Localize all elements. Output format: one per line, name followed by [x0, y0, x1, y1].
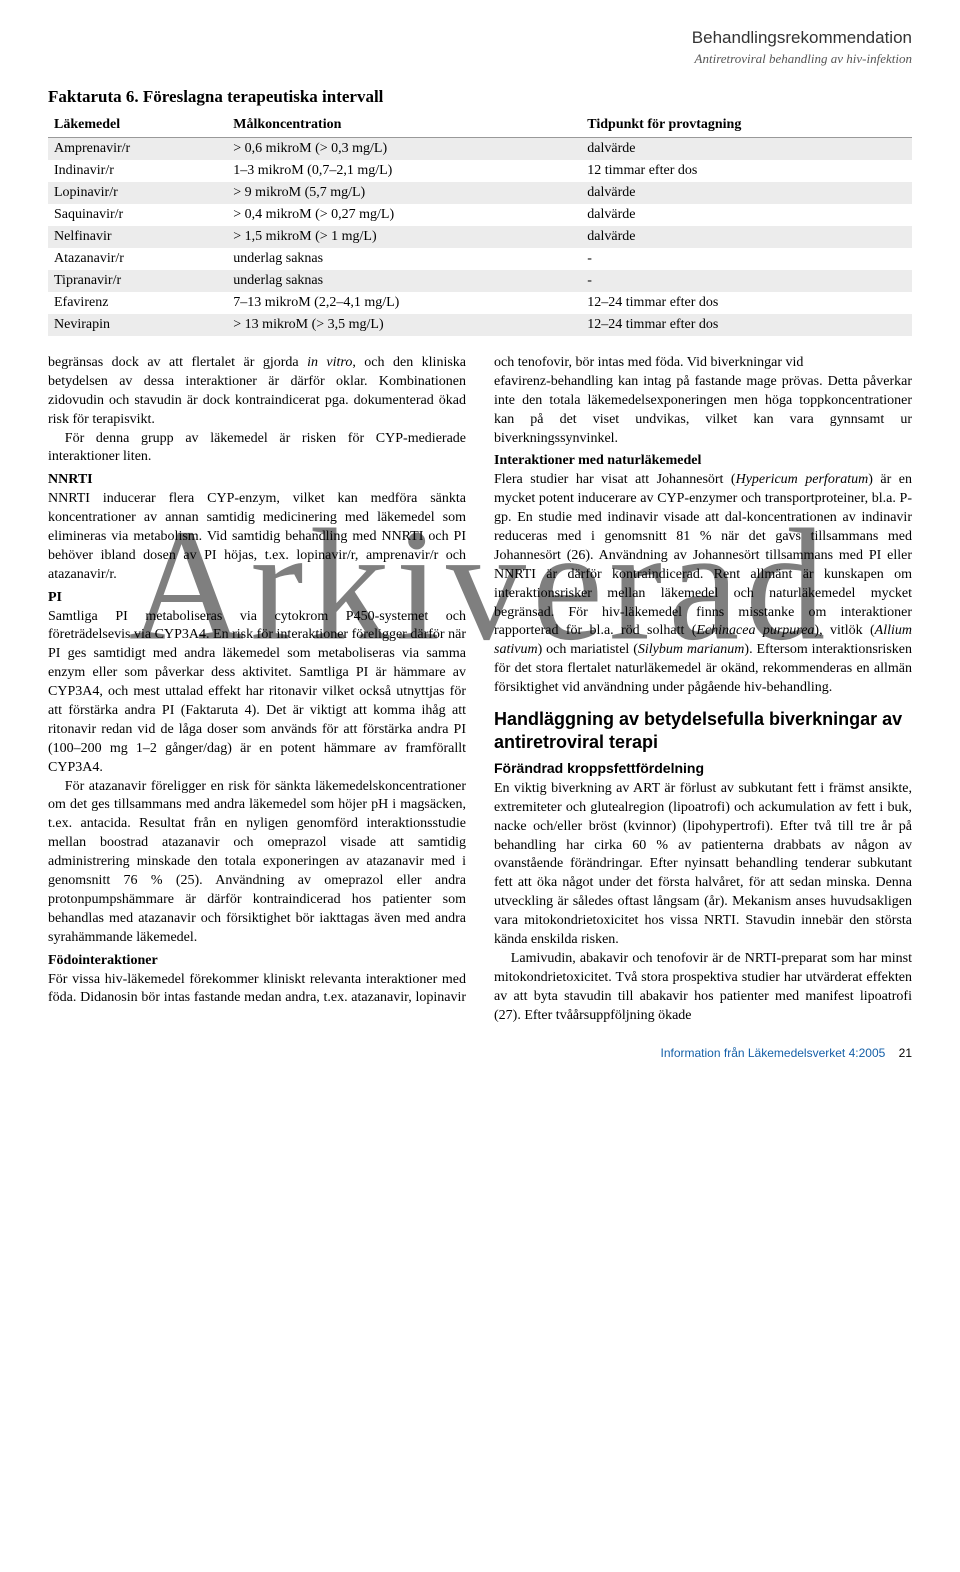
table-row: Saquinavir/r > 0,4 mikroM (> 0,27 mg/L) …: [48, 204, 912, 226]
cell: underlag saknas: [227, 248, 581, 270]
page-header: Behandlingsrekommendation Antiretroviral…: [48, 28, 912, 67]
cell: > 0,6 mikroM (> 0,3 mg/L): [227, 138, 581, 161]
cell: Nevirapin: [48, 314, 227, 336]
cell: > 0,4 mikroM (> 0,27 mg/L): [227, 204, 581, 226]
th-lakemedel: Läkemedel: [48, 113, 227, 138]
subheading-natur: Interaktioner med naturläkemedel: [494, 452, 912, 471]
paragraph: Samtliga PI metaboliseras via cytokrom P…: [48, 608, 466, 778]
text-italic: Silybum marianum: [638, 642, 745, 657]
table-row: Atazanavir/r underlag saknas -: [48, 248, 912, 270]
cell: > 9 mikroM (5,7 mg/L): [227, 182, 581, 204]
table-row: Efavirenz 7–13 mikroM (2,2–4,1 mg/L) 12–…: [48, 292, 912, 314]
section-heading: Handläggning av betydelsefulla biverknin…: [494, 708, 912, 753]
cell: Tipranavir/r: [48, 270, 227, 292]
th-malkoncentration: Målkoncentration: [227, 113, 581, 138]
cell: Nelfinavir: [48, 226, 227, 248]
page-footer: Information från Läkemedelsverket 4:2005…: [48, 1046, 912, 1060]
table-row: Amprenavir/r > 0,6 mikroM (> 0,3 mg/L) d…: [48, 138, 912, 161]
cell: Indinavir/r: [48, 160, 227, 182]
paragraph: Flera studier har visat att Johannesört …: [494, 471, 912, 698]
cell: dalvärde: [581, 182, 912, 204]
cell: Efavirenz: [48, 292, 227, 314]
cell: dalvärde: [581, 138, 912, 161]
factbox-title: Faktaruta 6. Föreslagna terapeutiska int…: [48, 87, 912, 107]
cell: 12–24 timmar efter dos: [581, 292, 912, 314]
paragraph: begränsas dock av att flertalet är gjord…: [48, 354, 466, 430]
text: begränsas dock av att flertalet är gjord…: [48, 355, 307, 370]
text: Flera studier har visat att Johannesört …: [494, 472, 736, 487]
table-row: Lopinavir/r > 9 mikroM (5,7 mg/L) dalvär…: [48, 182, 912, 204]
text: ), vitlök (: [814, 623, 874, 638]
fact-table: Läkemedel Målkoncentration Tidpunkt för …: [48, 113, 912, 336]
text-italic: in vitro: [307, 355, 352, 370]
cell: -: [581, 270, 912, 292]
cell: > 1,5 mikroM (> 1 mg/L): [227, 226, 581, 248]
cell: Atazanavir/r: [48, 248, 227, 270]
page-container: Behandlingsrekommendation Antiretroviral…: [0, 0, 960, 1084]
paragraph: efavirenz-behandling kan intag på fastan…: [494, 373, 912, 449]
cell: dalvärde: [581, 204, 912, 226]
subheading-food: Födointeraktioner: [48, 952, 466, 971]
cell: underlag saknas: [227, 270, 581, 292]
subheading-nnrti: NNRTI: [48, 471, 466, 490]
table-row: Indinavir/r 1–3 mikroM (0,7–2,1 mg/L) 12…: [48, 160, 912, 182]
cell: > 13 mikroM (> 3,5 mg/L): [227, 314, 581, 336]
cell: Amprenavir/r: [48, 138, 227, 161]
subheading-forandr: Förändrad kroppsfettfördelning: [494, 759, 912, 778]
body-columns: begränsas dock av att flertalet är gjord…: [48, 354, 912, 1026]
paragraph: För denna grupp av läkemedel är risken f…: [48, 430, 466, 468]
table-row: Tipranavir/r underlag saknas -: [48, 270, 912, 292]
paragraph: Lamivudin, abakavir och tenofovir är de …: [494, 950, 912, 1026]
th-tidpunkt: Tidpunkt för provtagning: [581, 113, 912, 138]
cell: dalvärde: [581, 226, 912, 248]
paragraph: En viktig biverkning av ART är förlust a…: [494, 780, 912, 950]
cell: 12–24 timmar efter dos: [581, 314, 912, 336]
cell: Lopinavir/r: [48, 182, 227, 204]
cell: 7–13 mikroM (2,2–4,1 mg/L): [227, 292, 581, 314]
cell: -: [581, 248, 912, 270]
text: ) och mariatistel (: [538, 642, 638, 657]
header-title: Behandlingsrekommendation: [48, 28, 912, 48]
paragraph: För atazanavir föreligger en risk för sä…: [48, 778, 466, 948]
cell: 12 timmar efter dos: [581, 160, 912, 182]
text-italic: Hypericum perforatum: [736, 472, 869, 487]
header-subtitle: Antiretroviral behandling av hiv-infekti…: [48, 51, 912, 67]
subheading-pi: PI: [48, 589, 466, 608]
table-header-row: Läkemedel Målkoncentration Tidpunkt för …: [48, 113, 912, 138]
table-row: Nelfinavir > 1,5 mikroM (> 1 mg/L) dalvä…: [48, 226, 912, 248]
cell: Saquinavir/r: [48, 204, 227, 226]
page-number: 21: [899, 1046, 912, 1060]
footer-text: Information från Läkemedelsverket 4:2005: [661, 1046, 886, 1060]
text-italic: Echinacea purpurea: [696, 623, 814, 638]
paragraph: NNRTI inducerar flera CYP-enzym, vilket …: [48, 490, 466, 584]
text: ) är en mycket potent inducerare av CYP-…: [494, 472, 912, 638]
cell: 1–3 mikroM (0,7–2,1 mg/L): [227, 160, 581, 182]
table-row: Nevirapin > 13 mikroM (> 3,5 mg/L) 12–24…: [48, 314, 912, 336]
